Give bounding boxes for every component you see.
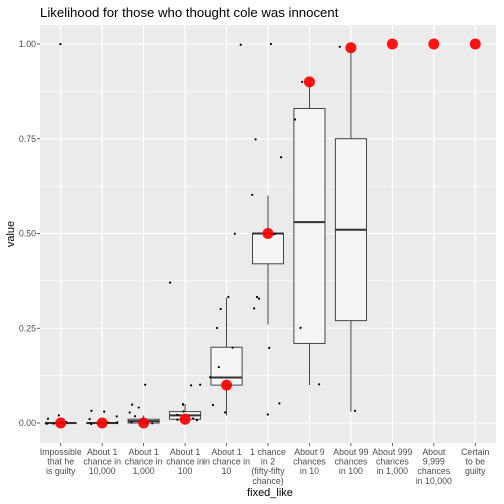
y-tick-label: 0.00 bbox=[19, 418, 36, 428]
jitter-point bbox=[239, 43, 242, 46]
highlight-point bbox=[179, 413, 191, 425]
jitter-point bbox=[254, 138, 257, 141]
jitter-point bbox=[301, 80, 304, 83]
jitter-point bbox=[217, 365, 220, 369]
jitter-point bbox=[278, 402, 281, 405]
jitter-point bbox=[219, 307, 222, 311]
highlight-point bbox=[303, 76, 315, 88]
jitter-point bbox=[88, 417, 91, 421]
x-tick-label: Certain to be guilty bbox=[461, 447, 489, 476]
jitter-point bbox=[192, 417, 195, 420]
highlight-point bbox=[221, 379, 233, 391]
jitter-point bbox=[137, 406, 140, 409]
y-tick-label: 0.25 bbox=[19, 323, 36, 333]
jitter-point bbox=[268, 346, 271, 349]
x-tick-label: 1 chance in 2 (fifty-fifty chance) bbox=[250, 447, 286, 486]
jitter-point bbox=[233, 232, 236, 235]
x-tick-label: About 1 chance in 1,000 bbox=[125, 447, 163, 476]
chart-title: Likelihood for those who thought cole wa… bbox=[40, 5, 339, 20]
x-tick-label: About 9,999 chances in 10,000 bbox=[416, 447, 452, 486]
x-tick-label: About 1 chance in 10,000 bbox=[83, 447, 121, 476]
jitter-point bbox=[103, 410, 106, 413]
jitter-point bbox=[266, 413, 269, 416]
jitter-point bbox=[257, 297, 261, 300]
jitter-point bbox=[115, 415, 118, 418]
jitter-point bbox=[176, 418, 179, 421]
x-tick-label: Impossible that he is guilty bbox=[40, 447, 82, 476]
jitter-point bbox=[215, 326, 219, 330]
x-axis-label: fixed_like bbox=[247, 487, 293, 499]
highlight-point bbox=[96, 417, 108, 429]
y-tick-label: 1.00 bbox=[19, 39, 36, 49]
jitter-point bbox=[59, 43, 62, 46]
box-iqr bbox=[210, 346, 243, 386]
highlight-point bbox=[55, 417, 67, 429]
highlight-point bbox=[428, 38, 440, 50]
jitter-point bbox=[128, 411, 131, 414]
jitter-point bbox=[195, 419, 199, 422]
jitter-point bbox=[144, 383, 147, 386]
jitter-point bbox=[182, 410, 185, 413]
jitter-point bbox=[116, 421, 119, 424]
jitter-point bbox=[338, 45, 341, 48]
point-layer bbox=[45, 42, 357, 426]
jitter-point bbox=[133, 415, 137, 418]
x-tick-label: About 999 chances in 1,000 bbox=[372, 447, 412, 476]
jitter-point bbox=[90, 409, 93, 412]
y-tick-label: 0.75 bbox=[19, 134, 36, 144]
jitter-point bbox=[168, 281, 172, 284]
jitter-point bbox=[130, 421, 133, 424]
highlight-layer bbox=[55, 38, 481, 429]
jitter-point bbox=[255, 295, 259, 299]
y-tick-layer: 0.00 0.25 0.50 0.75 1.00 bbox=[19, 39, 40, 428]
highlight-point bbox=[138, 417, 150, 429]
jitter-point bbox=[199, 383, 202, 386]
jitter-point bbox=[90, 422, 93, 426]
x-tick-label: About 99 chances in 100 bbox=[333, 447, 368, 476]
jitter-point bbox=[353, 409, 357, 412]
jitter-point bbox=[209, 376, 212, 379]
y-axis-label: value bbox=[5, 221, 17, 247]
jitter-point bbox=[231, 346, 234, 349]
jitter-point bbox=[181, 403, 185, 406]
jitter-point bbox=[227, 295, 230, 299]
x-tick-label: About 1 in chance in 10 bbox=[203, 447, 250, 476]
jitter-point bbox=[176, 413, 179, 416]
jitter-point bbox=[189, 384, 193, 387]
jitter-point bbox=[131, 403, 134, 406]
jitter-point bbox=[57, 414, 60, 417]
x-tick-label: About 1 chance in 100 bbox=[166, 447, 204, 476]
highlight-point bbox=[386, 38, 398, 50]
highlight-point bbox=[469, 38, 481, 50]
jitter-point bbox=[46, 417, 50, 420]
jitter-point bbox=[211, 403, 215, 407]
jitter-point bbox=[299, 326, 302, 329]
jitter-point bbox=[280, 156, 283, 159]
x-tick-label: About 9 chances in 10 bbox=[293, 447, 326, 476]
jitter-point bbox=[223, 411, 227, 414]
highlight-point bbox=[262, 228, 274, 239]
jitter-point bbox=[293, 118, 297, 121]
box-iqr bbox=[293, 107, 326, 344]
jitter-point bbox=[151, 422, 154, 425]
jitter-point bbox=[251, 193, 254, 197]
jitter-point bbox=[45, 422, 48, 425]
y-tick-label: 0.50 bbox=[19, 229, 36, 239]
jitter-point bbox=[253, 307, 256, 310]
highlight-point bbox=[345, 42, 357, 54]
jitter-point bbox=[317, 383, 321, 386]
jitter-point bbox=[269, 42, 273, 46]
box-layer bbox=[44, 47, 367, 425]
jitter-point bbox=[52, 422, 55, 425]
